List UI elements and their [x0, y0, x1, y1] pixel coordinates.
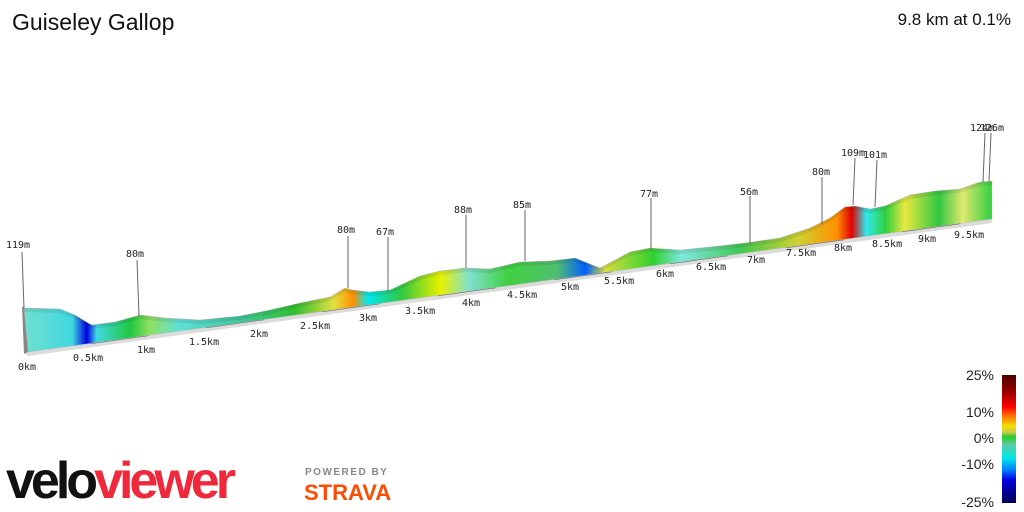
- km-label: 1.5km: [189, 337, 219, 348]
- elev-label: 124m: [970, 123, 994, 134]
- elev-label: 119m: [6, 240, 30, 251]
- logo-viewer: viewer: [94, 452, 236, 510]
- legend-label-25: 25%: [965, 367, 994, 383]
- profile-face: [23, 180, 993, 353]
- km-label: 9.5km: [954, 230, 984, 241]
- elevation-annotation-lines: [21, 132, 992, 317]
- km-label: 1km: [137, 345, 155, 356]
- elev-label: 80m: [126, 249, 144, 260]
- km-label: 0.5km: [73, 353, 103, 364]
- km-label: 3km: [359, 313, 377, 324]
- km-label: 5km: [561, 282, 579, 293]
- distance-labels: 0km 0.5km 1km 1.5km 2km 2.5km 3km 3.5km …: [18, 230, 984, 373]
- legend-label-10: 10%: [965, 404, 994, 420]
- powered-by-label: POWERED BY: [305, 467, 389, 478]
- km-label: 8km: [834, 243, 852, 254]
- elev-label: 126m: [980, 123, 1004, 134]
- elev-label: 56m: [740, 187, 758, 198]
- legend-label-neg25: -25%: [961, 494, 994, 510]
- km-label: 6km: [656, 269, 674, 280]
- elev-label: 80m: [812, 167, 830, 178]
- km-label: 3.5km: [405, 306, 435, 317]
- km-label: 9km: [918, 234, 936, 245]
- km-label: 2km: [250, 329, 268, 340]
- logo-velo: velo: [6, 452, 98, 510]
- gradient-color-scale: [1002, 375, 1016, 503]
- profile-left-edge: [22, 306, 28, 354]
- elevation-labels: 119m 80m 80m 67m 88m 85m 77m 56m 80m 109…: [6, 123, 1004, 260]
- elev-label: 88m: [454, 205, 472, 216]
- legend-label-neg10: -10%: [961, 456, 994, 472]
- km-label: 8.5km: [872, 239, 902, 250]
- profile-top: [24, 181, 992, 329]
- route-summary: 9.8 km at 0.1%: [897, 10, 1011, 29]
- km-label: 0km: [18, 362, 36, 373]
- legend-label-0: 0%: [973, 430, 994, 446]
- km-label: 4.5km: [507, 290, 537, 301]
- page-title: Guiseley Gallop: [12, 9, 175, 35]
- km-label: 6.5km: [696, 262, 726, 273]
- elev-label: 80m: [337, 225, 355, 236]
- km-label: 2.5km: [300, 321, 330, 332]
- km-label: 7.5km: [786, 248, 816, 259]
- strava-logo: STRAVA: [304, 480, 392, 505]
- elev-label: 101m: [863, 150, 887, 161]
- km-label: 4km: [462, 298, 480, 309]
- km-label: 5.5km: [604, 276, 634, 287]
- veloviewer-logo: veloviewer: [6, 452, 236, 510]
- profile-base: [24, 219, 992, 356]
- elev-label: 77m: [640, 189, 658, 200]
- elev-label: 109m: [841, 148, 865, 159]
- elev-label: 67m: [376, 227, 394, 238]
- elev-label: 85m: [513, 200, 531, 211]
- km-label: 7km: [747, 255, 765, 266]
